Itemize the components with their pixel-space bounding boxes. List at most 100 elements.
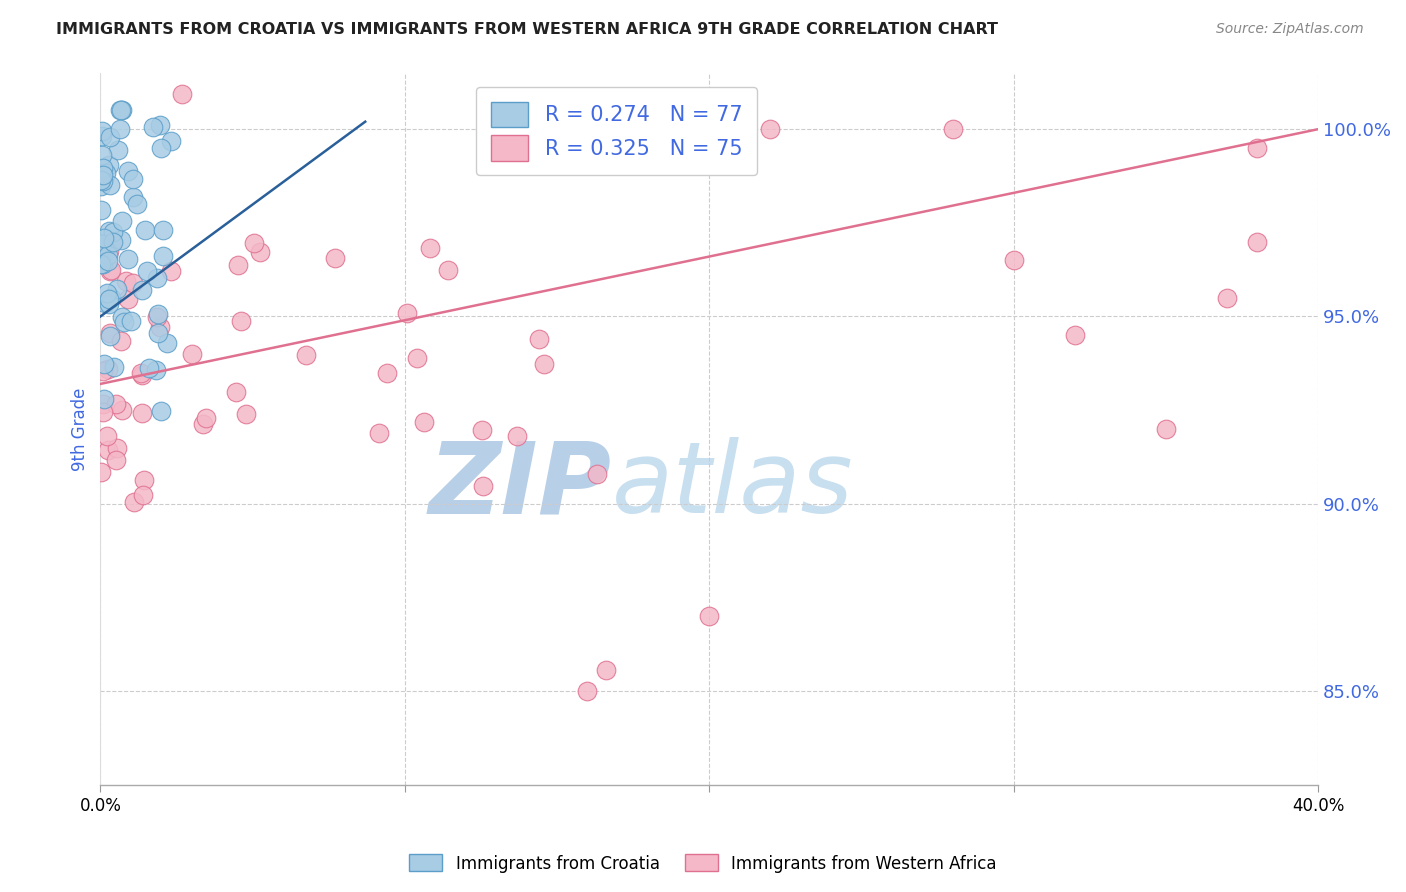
Point bbox=[146, 270, 169, 285]
Point bbox=[111, 213, 134, 227]
Point bbox=[142, 120, 165, 134]
Point bbox=[122, 277, 145, 291]
Point bbox=[110, 103, 132, 118]
Point bbox=[150, 403, 173, 417]
Point bbox=[150, 141, 173, 155]
Point bbox=[195, 411, 218, 425]
Point bbox=[105, 397, 128, 411]
Point bbox=[98, 296, 121, 310]
Point bbox=[121, 190, 143, 204]
Point bbox=[117, 252, 139, 266]
Point bbox=[90, 128, 112, 143]
Point bbox=[97, 224, 120, 238]
Point bbox=[132, 488, 155, 502]
Point bbox=[101, 235, 124, 249]
Point bbox=[110, 233, 132, 247]
Point bbox=[94, 235, 117, 249]
Point bbox=[156, 335, 179, 350]
Point bbox=[96, 166, 118, 180]
Point bbox=[152, 222, 174, 236]
Point bbox=[121, 171, 143, 186]
Point bbox=[437, 263, 460, 277]
Point bbox=[96, 285, 118, 300]
Point bbox=[91, 168, 114, 182]
Point bbox=[90, 252, 112, 266]
Point bbox=[225, 385, 247, 400]
Point bbox=[105, 281, 128, 295]
Legend: Immigrants from Croatia, Immigrants from Western Africa: Immigrants from Croatia, Immigrants from… bbox=[402, 847, 1004, 880]
Point bbox=[111, 310, 134, 324]
Point bbox=[93, 231, 115, 245]
Point bbox=[226, 258, 249, 272]
Point bbox=[1216, 291, 1239, 305]
Point bbox=[90, 178, 112, 193]
Point bbox=[90, 124, 112, 138]
Legend: R = 0.274   N = 77, R = 0.325   N = 75: R = 0.274 N = 77, R = 0.325 N = 75 bbox=[477, 87, 756, 176]
Point bbox=[576, 684, 599, 698]
Point bbox=[100, 235, 122, 249]
Text: Source: ZipAtlas.com: Source: ZipAtlas.com bbox=[1216, 22, 1364, 37]
Point bbox=[181, 347, 204, 361]
Text: atlas: atlas bbox=[612, 437, 853, 534]
Point bbox=[97, 442, 120, 457]
Point bbox=[249, 244, 271, 259]
Point bbox=[93, 174, 115, 188]
Point bbox=[396, 306, 419, 320]
Point bbox=[1246, 141, 1268, 155]
Point bbox=[120, 314, 142, 328]
Point bbox=[506, 429, 529, 443]
Point bbox=[97, 244, 120, 258]
Point bbox=[375, 366, 398, 380]
Point bbox=[98, 264, 121, 278]
Point bbox=[368, 425, 391, 440]
Point bbox=[93, 296, 115, 310]
Point bbox=[93, 363, 115, 377]
Point bbox=[1154, 422, 1177, 436]
Point bbox=[131, 367, 153, 381]
Point bbox=[1063, 328, 1085, 343]
Point bbox=[145, 310, 167, 325]
Point bbox=[90, 466, 112, 480]
Point bbox=[108, 121, 131, 136]
Point bbox=[90, 172, 112, 186]
Point bbox=[131, 284, 153, 298]
Point bbox=[101, 225, 124, 239]
Point bbox=[98, 292, 121, 306]
Point bbox=[105, 452, 128, 467]
Point bbox=[91, 257, 114, 271]
Point bbox=[595, 663, 617, 677]
Point bbox=[152, 250, 174, 264]
Point bbox=[527, 332, 550, 346]
Point bbox=[406, 351, 429, 366]
Point bbox=[294, 348, 316, 362]
Point bbox=[90, 203, 112, 218]
Point bbox=[93, 357, 115, 371]
Text: ZIP: ZIP bbox=[429, 437, 612, 534]
Point bbox=[100, 292, 122, 306]
Point bbox=[117, 163, 139, 178]
Point bbox=[159, 264, 181, 278]
Point bbox=[107, 143, 129, 157]
Point bbox=[91, 405, 114, 419]
Point bbox=[145, 363, 167, 377]
Point bbox=[100, 263, 122, 277]
Point bbox=[146, 326, 169, 340]
Point bbox=[149, 118, 172, 132]
Point bbox=[533, 358, 555, 372]
Point bbox=[134, 223, 156, 237]
Point bbox=[471, 478, 494, 492]
Point bbox=[235, 407, 257, 421]
Point bbox=[97, 248, 120, 262]
Point bbox=[136, 264, 159, 278]
Point bbox=[131, 407, 153, 421]
Point bbox=[471, 423, 494, 437]
Point bbox=[98, 178, 121, 192]
Point bbox=[110, 334, 132, 349]
Point bbox=[132, 473, 155, 487]
Point bbox=[148, 307, 170, 321]
Point bbox=[229, 314, 252, 328]
Point bbox=[112, 314, 135, 328]
Point bbox=[110, 103, 132, 118]
Point bbox=[91, 236, 114, 251]
Point bbox=[93, 241, 115, 255]
